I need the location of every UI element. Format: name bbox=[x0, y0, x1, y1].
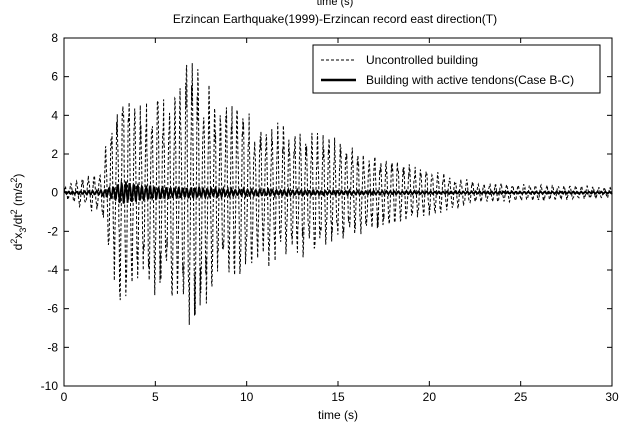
series-line-uncontrolled bbox=[63, 63, 613, 325]
x-tick-label: 20 bbox=[423, 390, 437, 404]
x-tick-label: 15 bbox=[331, 390, 345, 404]
x-axis-label: time (s) bbox=[318, 408, 358, 422]
cut-top-label: time (s) bbox=[317, 0, 354, 8]
plot-frame bbox=[63, 37, 613, 387]
y-tick-label: 2 bbox=[51, 147, 58, 161]
series-line-controlled bbox=[63, 179, 613, 204]
plot-area bbox=[63, 37, 613, 387]
series-layer bbox=[63, 63, 613, 325]
y-tick-label: -6 bbox=[47, 302, 58, 316]
ticks-layer: 0 5 10 15 20 25 30 -10 -8 -6 -4 -2 0 2 4 6 8 bbox=[41, 31, 619, 404]
y-label-d: d bbox=[11, 244, 25, 251]
chart-title: Erzincan Earthquake(1999)-Erzincan recor… bbox=[173, 12, 497, 26]
y-tick-label: -2 bbox=[47, 224, 58, 238]
y-tick-label: -8 bbox=[47, 340, 58, 354]
y-tick-label: 0 bbox=[51, 186, 58, 200]
x-tick-label: 25 bbox=[514, 390, 528, 404]
y-tick-label: 4 bbox=[51, 108, 58, 122]
x-tick-label: 0 bbox=[61, 390, 68, 404]
y-tick-label: -10 bbox=[41, 379, 59, 393]
legend: Uncontrolled building Building with acti… bbox=[312, 44, 601, 94]
y-label-sup3: 2 bbox=[9, 178, 19, 183]
y-label-sub: 3 bbox=[18, 228, 28, 233]
y-tick-label: 8 bbox=[51, 31, 58, 45]
x-tick-label: 10 bbox=[240, 390, 254, 404]
y-tick-label: 6 bbox=[51, 70, 58, 84]
y-label-sup2: 2 bbox=[9, 209, 19, 214]
y-label-unit-open: (m/s bbox=[11, 183, 25, 210]
x-tick-label: 30 bbox=[605, 390, 619, 404]
y-label-sup1: 2 bbox=[9, 239, 19, 244]
y-label-x: x bbox=[11, 233, 25, 239]
y-tick-label: -4 bbox=[47, 263, 58, 277]
legend-box bbox=[312, 44, 601, 94]
y-label-slash: /dt bbox=[11, 214, 25, 228]
legend-label-uncontrolled: Uncontrolled building bbox=[366, 53, 478, 67]
y-label-unit-close: ) bbox=[11, 174, 25, 178]
x-tick-label: 5 bbox=[152, 390, 159, 404]
y-axis-label: d2x3/dt2 (m/s2) bbox=[9, 174, 28, 251]
legend-label-controlled: Building with active tendons(Case B-C) bbox=[366, 73, 574, 87]
